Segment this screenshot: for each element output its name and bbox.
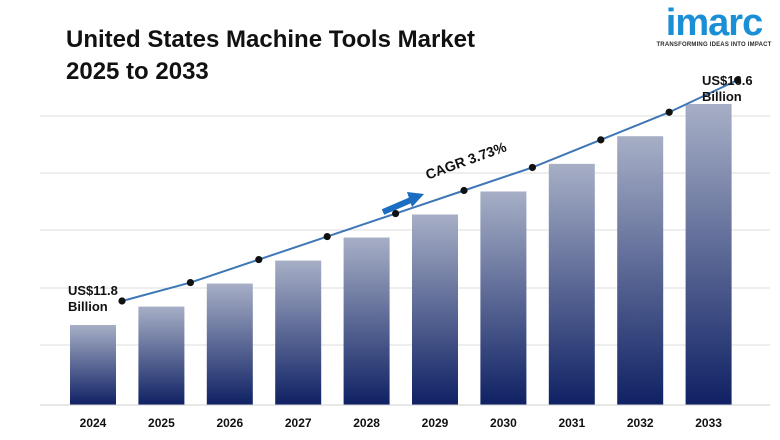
- end-value-annotation: US$16.6 Billion: [702, 73, 753, 105]
- trend-line: [121, 79, 739, 302]
- x-tick-label: 2031: [558, 416, 585, 430]
- bar-2033: [685, 104, 732, 405]
- start-unit-label: Billion: [68, 299, 108, 314]
- trend-marker-2029: [460, 186, 468, 195]
- x-tick-label: 2029: [422, 416, 449, 430]
- bar-2031: [548, 163, 595, 405]
- x-tick-label: 2025: [148, 416, 175, 430]
- trend-marker-2030: [528, 163, 537, 172]
- trend-marker-2026: [255, 255, 263, 264]
- trend-marker-2028: [392, 209, 400, 218]
- x-tick-label: 2028: [353, 416, 380, 430]
- x-tick-label: 2024: [80, 416, 107, 430]
- bar-2027: [275, 260, 322, 405]
- bar-2032: [617, 136, 664, 405]
- trend-marker-2025: [186, 278, 194, 287]
- x-tick-labels: 2024 2025 2026 2027 2028 2029 2030 2031 2032 2033: [80, 416, 723, 430]
- end-value-label: US$16.6: [702, 73, 753, 88]
- bar-2030: [480, 191, 527, 405]
- trend-marker-2031: [597, 136, 605, 144]
- bar-2029: [412, 214, 458, 405]
- trend-marker-2027: [323, 232, 331, 241]
- start-value-label: US$11.8: [68, 283, 118, 298]
- x-tick-label: 2030: [490, 416, 517, 430]
- end-unit-label: Billion: [702, 89, 742, 104]
- trend-marker-2033: [734, 76, 742, 84]
- logo-tagline: TRANSFORMING IDEAS INTO IMPACT: [656, 42, 772, 48]
- trend-marker-2024: [118, 297, 126, 305]
- bar-2024: [70, 325, 116, 405]
- x-tick-label: 2027: [285, 416, 312, 430]
- trend-marker-2032: [665, 108, 673, 116]
- bar-series: [70, 104, 732, 405]
- bar-2026: [206, 283, 253, 405]
- x-tick-label: 2026: [216, 416, 243, 430]
- x-tick-label: 2032: [627, 416, 654, 430]
- bar-2025: [138, 306, 185, 405]
- trend-markers: [118, 76, 742, 305]
- chart-title: United States Machine Tools Market: [66, 26, 475, 53]
- logo-wordmark: imarc: [665, 2, 763, 44]
- cagr-arrow-icon: [381, 192, 424, 215]
- start-value-annotation: US$11.8 Billion: [68, 283, 118, 315]
- imarc-logo: imarc TRANSFORMING IDEAS INTO IMPACT: [655, 2, 773, 48]
- chart-subtitle: 2025 to 2033: [66, 58, 209, 85]
- x-tick-label: 2033: [695, 416, 722, 430]
- bar-2028: [343, 237, 390, 405]
